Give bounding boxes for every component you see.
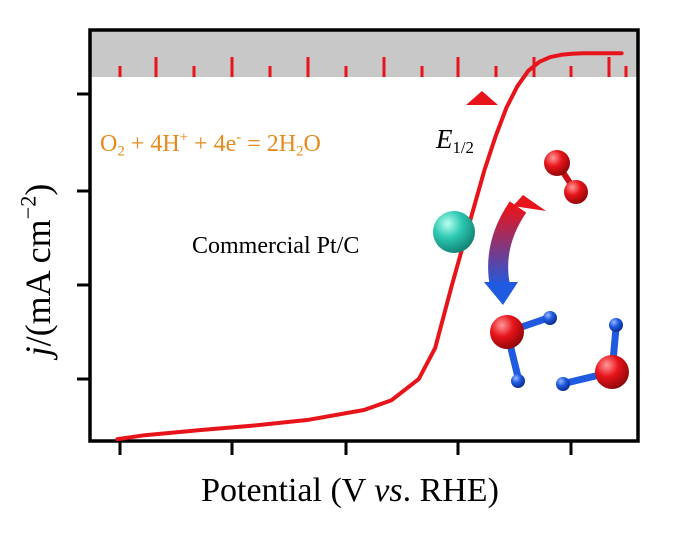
- reaction-arrow: [484, 195, 546, 305]
- x-axis-label: Potential (V vs. RHE): [201, 472, 499, 509]
- y-axis-label: j/(mA cm−2): [15, 183, 59, 357]
- catalyst-label: Commercial Pt/C: [192, 233, 360, 259]
- half-wave-marker: [466, 91, 498, 105]
- pt-sphere: [433, 211, 475, 253]
- reaction-equation: O2 + 4H+ + 4e- = 2H2O: [100, 129, 321, 160]
- water-molecule-right: [556, 318, 629, 391]
- plot-frame: [88, 28, 640, 443]
- half-wave-label: E1/2: [436, 124, 474, 158]
- water-molecule-left: [490, 311, 557, 388]
- axis-ticks: [77, 92, 573, 455]
- o2-molecule: [544, 150, 588, 204]
- band-ticks: [118, 57, 628, 77]
- polarization-curve: [115, 51, 624, 442]
- top-band: [90, 30, 638, 77]
